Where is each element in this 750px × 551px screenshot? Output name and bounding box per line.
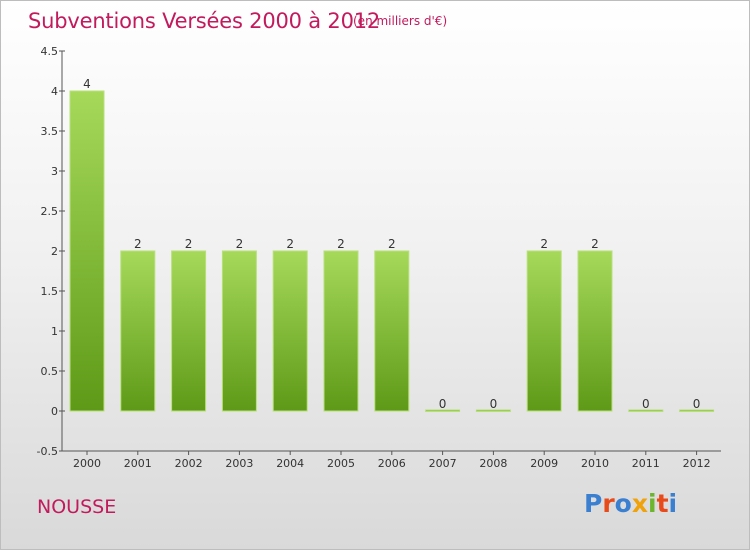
commune-name: NOUSSE (37, 496, 117, 518)
bar-2010[interactable] (577, 250, 613, 412)
data-label: 0 (693, 397, 701, 411)
y-tick-label: 4 (51, 85, 58, 98)
x-tick-label: 2002 (175, 457, 203, 470)
bar-2009[interactable] (526, 250, 562, 412)
y-tick-label: 3.5 (41, 125, 59, 138)
x-tick-label: 2008 (479, 457, 507, 470)
bar-2012[interactable] (679, 409, 715, 412)
x-tick-label: 2001 (124, 457, 152, 470)
data-label: 2 (337, 237, 345, 251)
y-tick-label: 2.5 (41, 205, 59, 218)
data-label: 2 (134, 237, 142, 251)
logo-letter: i (668, 489, 678, 518)
bar-2002[interactable] (171, 250, 207, 412)
chart-title: Subventions Versées 2000 à 2012 (28, 9, 381, 33)
data-label: 0 (642, 397, 650, 411)
x-tick-label: 2007 (429, 457, 457, 470)
y-tick-label: 3 (51, 165, 58, 178)
data-label: 2 (388, 237, 396, 251)
x-tick-label: 2005 (327, 457, 355, 470)
logo-letter: x (631, 489, 648, 518)
data-label: 2 (540, 237, 548, 251)
y-tick-label: 4.5 (41, 45, 59, 58)
bar-2008[interactable] (475, 409, 511, 412)
data-label: 2 (236, 237, 244, 251)
data-label: 0 (490, 397, 498, 411)
bar-2003[interactable] (221, 250, 257, 412)
bar-2006[interactable] (374, 250, 410, 412)
logo-letter: t (656, 489, 669, 518)
logo-letter: r (602, 489, 615, 518)
x-tick-label: 2009 (530, 457, 558, 470)
bar-2007[interactable] (425, 409, 461, 412)
bar-2004[interactable] (272, 250, 308, 412)
y-tick-label: 1 (51, 325, 58, 338)
data-label: 2 (185, 237, 193, 251)
x-tick-label: 2006 (378, 457, 406, 470)
bar-2011[interactable] (628, 409, 664, 412)
logo-letter: o (614, 489, 632, 518)
bar-2001[interactable] (120, 250, 156, 412)
y-tick-label: 1.5 (41, 285, 59, 298)
data-label: 0 (439, 397, 447, 411)
x-tick-label: 2003 (225, 457, 253, 470)
bar-2005[interactable] (323, 250, 359, 412)
proxiti-logo[interactable]: Proxiti (584, 489, 677, 518)
x-tick-label: 2012 (683, 457, 711, 470)
chart-subtitle: (en milliers d'€) (353, 14, 448, 28)
logo-letter: P (584, 489, 603, 518)
data-label: 4 (83, 77, 91, 91)
x-tick-label: 2000 (73, 457, 101, 470)
x-tick-label: 2011 (632, 457, 660, 470)
y-tick-label: 0 (51, 405, 58, 418)
data-label: 2 (286, 237, 294, 251)
data-label: 2 (591, 237, 599, 251)
logo-letter: i (648, 489, 657, 518)
x-tick-label: 2010 (581, 457, 609, 470)
bar-2000[interactable] (69, 90, 105, 412)
x-tick-label: 2004 (276, 457, 304, 470)
y-tick-label: -0.5 (37, 445, 58, 458)
y-tick-label: 0.5 (41, 365, 59, 378)
bars: 4 2 2 2 2 2 2 0 0 2 2 0 0 (69, 77, 715, 412)
y-tick-label: 2 (51, 245, 58, 258)
